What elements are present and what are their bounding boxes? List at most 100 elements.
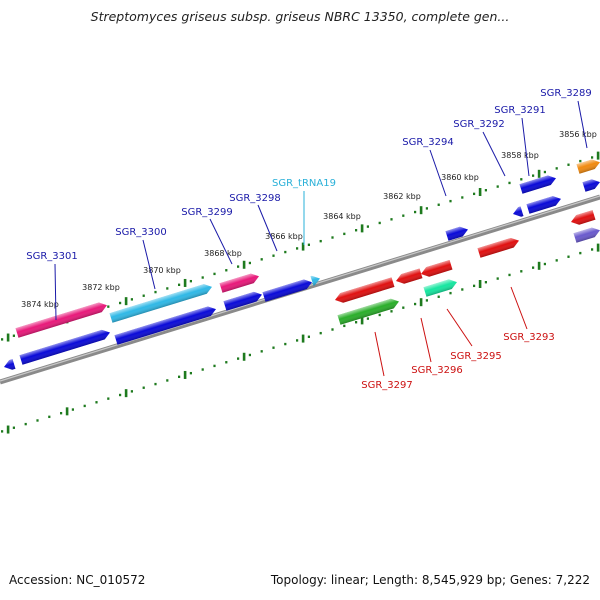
ruler-top-dot xyxy=(437,203,440,206)
gene-label[interactable]: SGR_tRNA19 xyxy=(272,178,336,189)
ruler-label: 3872 kbp xyxy=(82,283,120,292)
gene-arrow-shade xyxy=(19,329,110,365)
gene-arrow[interactable] xyxy=(395,268,423,286)
ruler-bottom-dot xyxy=(449,291,452,295)
ruler-top-dot xyxy=(178,283,181,287)
gene-label[interactable]: SGR_3296 xyxy=(411,365,463,376)
gene-label[interactable]: SGR_3295 xyxy=(450,351,502,362)
ruler-bottom-dot xyxy=(343,324,346,328)
ruler-bottom-dot xyxy=(473,284,476,288)
ruler-bottom-dot xyxy=(272,346,275,349)
ruler-bottom-dot xyxy=(12,426,15,429)
ruler-top-dot xyxy=(119,301,122,305)
ruler-bottom-dot xyxy=(95,401,98,404)
ruler-bottom-dot xyxy=(567,255,570,258)
ruler-bottom-dot xyxy=(154,382,157,386)
ruler-top-dot xyxy=(189,279,192,283)
ruler-bottom-dot xyxy=(378,313,381,317)
ruler-top-tick xyxy=(183,278,187,287)
gene-arrow[interactable] xyxy=(477,236,521,258)
ruler-bottom-dot xyxy=(237,357,240,360)
ruler-track-bottom xyxy=(1,243,600,434)
ruler-bottom-dot xyxy=(24,422,27,426)
ruler-top-tick xyxy=(478,188,482,196)
ruler-bottom-tick xyxy=(6,425,10,434)
ruler-top-tick xyxy=(242,260,246,269)
ruler-bottom-dot xyxy=(532,266,535,269)
gene-leader-line xyxy=(54,263,57,321)
ruler-top-dot xyxy=(237,265,240,268)
gene-arrow[interactable] xyxy=(15,300,109,338)
ruler-top-dot xyxy=(414,210,417,214)
ruler-bottom-dot xyxy=(331,328,334,331)
gene-leader-line xyxy=(482,131,506,177)
ruler-top-dot xyxy=(378,221,381,225)
ruler-bottom-dot xyxy=(591,248,594,251)
ruler-bottom-dot xyxy=(390,310,393,313)
gene-arrow[interactable] xyxy=(3,359,16,372)
gene-arrow[interactable] xyxy=(576,157,600,174)
ruler-top-dot xyxy=(166,287,169,290)
ruler-bottom-dot xyxy=(414,302,417,306)
gene-arrow-shade xyxy=(396,268,423,284)
ruler-bottom-dot xyxy=(402,306,405,309)
ruler-bottom-dot xyxy=(107,397,110,400)
ruler-label: 3866 kbp xyxy=(265,232,303,241)
gene-arrow[interactable] xyxy=(262,277,314,302)
gene-arrow[interactable] xyxy=(526,194,563,214)
gene-label[interactable]: SGR_3289 xyxy=(540,88,592,99)
gene-leader-line xyxy=(429,149,447,197)
ruler-top-dot xyxy=(107,305,110,308)
gene-arrow[interactable] xyxy=(445,225,470,241)
gene-arrow[interactable] xyxy=(519,173,558,194)
gene-features[interactable] xyxy=(3,157,600,371)
ruler-bottom-tick xyxy=(301,334,305,343)
ruler-bottom-dot xyxy=(225,361,228,364)
gene-label[interactable]: SGR_3294 xyxy=(402,137,454,148)
gene-arrow[interactable] xyxy=(573,226,600,243)
ruler-top-dot xyxy=(213,272,216,276)
gene-arrow[interactable] xyxy=(219,272,261,293)
gene-arrow[interactable] xyxy=(512,206,524,218)
ruler-bottom-dot xyxy=(366,317,369,320)
gene-arrow[interactable] xyxy=(114,304,218,345)
gene-leader-line xyxy=(374,331,385,377)
ruler-top-dot xyxy=(532,174,535,177)
gene-arrow[interactable] xyxy=(223,290,264,311)
ruler-bottom-tick xyxy=(65,407,69,416)
ruler-bottom-dot xyxy=(201,368,204,371)
gene-label[interactable]: SGR_3297 xyxy=(361,380,413,391)
gene-label[interactable]: SGR_3298 xyxy=(229,193,281,204)
gene-arrow[interactable] xyxy=(582,177,600,192)
gene-leader-line xyxy=(420,317,432,363)
gene-label[interactable]: SGR_3293 xyxy=(503,332,555,343)
gene-arrow[interactable] xyxy=(109,282,214,323)
ruler-label: 3862 kbp xyxy=(383,192,421,201)
gene-arrow[interactable] xyxy=(420,259,453,279)
ruler-top-dot xyxy=(225,269,228,272)
gene-label[interactable]: SGR_3292 xyxy=(453,119,505,130)
ruler-top-dot xyxy=(484,189,487,192)
gene-label[interactable]: SGR_3291 xyxy=(494,105,546,116)
gene-arrow[interactable] xyxy=(310,274,322,286)
ruler-bottom-dot xyxy=(425,299,428,302)
ruler-top-dot xyxy=(343,232,346,236)
gene-arrow[interactable] xyxy=(423,277,459,297)
gene-arrow[interactable] xyxy=(19,328,112,365)
ruler-top-dot xyxy=(284,250,287,254)
gene-arrow[interactable] xyxy=(337,297,401,325)
ruler-bottom-dot xyxy=(579,251,582,255)
gene-arrow-shade xyxy=(513,206,524,217)
gene-arrow-shade xyxy=(15,302,107,338)
gene-label[interactable]: SGR_3299 xyxy=(181,207,233,218)
gene-label[interactable]: SGR_3300 xyxy=(115,227,167,238)
gene-arrow-shade xyxy=(335,277,395,303)
gene-arrow-shade xyxy=(219,273,260,293)
gene-label[interactable]: SGR_3301 xyxy=(26,251,78,262)
gene-arrow[interactable] xyxy=(334,277,395,304)
gene-arrow-shade xyxy=(519,175,557,194)
gene-arrow[interactable] xyxy=(570,210,596,227)
ruler-top-dot xyxy=(366,225,369,228)
ruler-top-dot xyxy=(591,156,594,159)
